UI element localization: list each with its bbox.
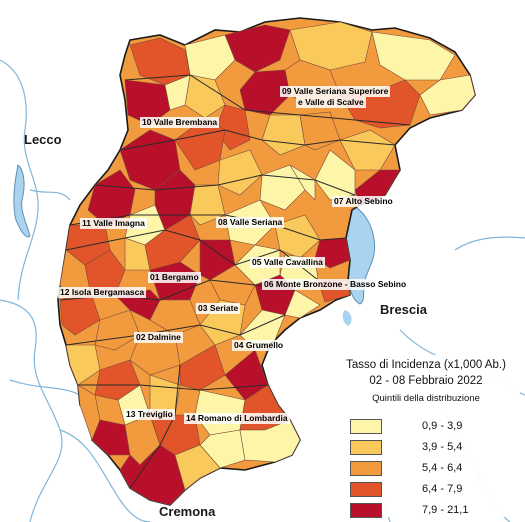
district-label-08: 08 Valle Seriana: [216, 217, 285, 228]
district-label-01: 01 Bergamo: [148, 272, 201, 283]
region-label-brescia: Brescia: [380, 302, 427, 317]
legend-range: 5,4 - 6,4: [422, 462, 463, 474]
region-label-cremona: Cremona: [159, 504, 216, 519]
legend-swatch: [350, 419, 382, 434]
district-label-14: 14 Romano di Lombardia: [184, 413, 290, 424]
lake-small: [342, 310, 352, 326]
legend-range: 3,9 - 5,4: [422, 441, 463, 453]
district-label-07: 07 Alto Sebino: [332, 196, 395, 207]
district-label-11: 11 Valle Imagna: [80, 218, 147, 229]
map-legend: Tasso di Incidenza (x1,000 Ab.) 02 - 08 …: [332, 355, 520, 519]
legend-class-1: 0,9 - 3,9: [350, 419, 520, 435]
legend-swatch: [350, 482, 382, 497]
lake-lecco: [13, 164, 31, 238]
district-label-04: 04 Grumello: [232, 340, 286, 351]
legend-swatch: [350, 503, 382, 518]
region-label-lecco: Lecco: [24, 132, 62, 147]
legend-range: 6,4 - 7,9: [422, 483, 463, 495]
legend-class-4: 6,4 - 7,9: [350, 482, 520, 498]
legend-class-3: 5,4 - 6,4: [350, 461, 520, 477]
legend-class-2: 3,9 - 5,4: [350, 440, 520, 456]
legend-period: 02 - 08 Febbraio 2022: [369, 375, 483, 387]
legend-subtitle: Quintili della distribuzione: [372, 393, 480, 404]
district-boundaries: [59, 74, 411, 489]
legend-swatch: [350, 440, 382, 455]
district-label-05: 05 Valle Cavallina: [250, 257, 325, 268]
district-label-09: 09 Valle Seriana Superiore: [280, 86, 391, 97]
legend-range: 7,9 - 21,1: [422, 504, 469, 516]
district-label-03: 03 Seriate: [196, 303, 241, 314]
district-label-02: 02 Dalmine: [134, 332, 183, 343]
legend-class-5: 7,9 - 21,1: [350, 503, 520, 519]
district-label-10: 10 Valle Brembana: [140, 117, 220, 128]
legend-swatch: [350, 461, 382, 476]
district-label-12: 12 Isola Bergamasca: [58, 287, 147, 298]
legend-title: Tasso di Incidenza (x1,000 Ab.): [346, 359, 506, 371]
district-label-06: 06 Monte Bronzone - Basso Sebino: [262, 279, 409, 290]
district-label-09b: e Valle di Scalve: [296, 97, 366, 108]
district-label-13: 13 Treviglio: [124, 409, 175, 420]
legend-range: 0,9 - 3,9: [422, 420, 463, 432]
